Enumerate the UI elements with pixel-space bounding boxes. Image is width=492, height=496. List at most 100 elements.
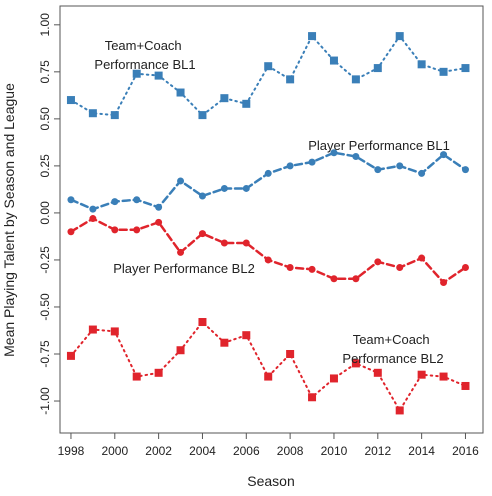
data-point <box>198 111 207 120</box>
series-3 <box>67 215 469 287</box>
data-point <box>396 162 404 170</box>
data-point <box>242 99 251 108</box>
label-team-coach-bl1-line2: Performance BL1 <box>94 57 195 72</box>
x-tick-label: 2002 <box>145 444 172 458</box>
y-axis-title: Mean Playing Talent by Season and League <box>1 83 17 357</box>
data-point <box>440 151 448 159</box>
data-point <box>132 69 141 78</box>
x-tick-label: 2016 <box>452 444 479 458</box>
data-point <box>242 239 250 247</box>
data-point <box>132 372 141 381</box>
y-tick-label: -0.75 <box>38 340 52 368</box>
y-axis: 1.00 0.75 0.50 0.25 0.00 -0.25 -0.50 -0.75 -1.00 <box>38 13 60 415</box>
y-tick-label: 0.25 <box>38 154 52 178</box>
y-tick-label: 0.75 <box>38 60 52 84</box>
data-point <box>198 230 206 238</box>
data-point <box>89 205 97 213</box>
data-point <box>461 263 469 271</box>
data-point <box>417 60 426 69</box>
series-1 <box>66 32 470 120</box>
data-point <box>461 381 470 390</box>
data-point <box>111 226 119 234</box>
x-tick-label: 2004 <box>189 444 216 458</box>
series-4 <box>66 318 470 415</box>
data-point <box>264 62 273 71</box>
label-team-coach-bl1: Team+Coach Performance BL1 <box>94 38 195 72</box>
data-point <box>198 192 206 200</box>
data-point <box>396 263 404 271</box>
data-point <box>374 166 382 174</box>
data-point <box>329 374 338 383</box>
data-point <box>66 351 75 360</box>
data-point <box>88 325 97 334</box>
x-axis-title: Season <box>247 473 294 489</box>
y-tick-label: 0.50 <box>38 107 52 131</box>
data-point <box>351 75 360 84</box>
data-point <box>417 370 426 379</box>
data-point <box>439 372 448 381</box>
data-point <box>418 169 426 177</box>
data-point <box>176 346 185 355</box>
data-point <box>220 239 228 247</box>
data-point <box>439 67 448 76</box>
label-team-coach-bl2-line1: Team+Coach <box>353 332 430 347</box>
label-player-bl2: Player Performance BL2 <box>113 261 255 276</box>
y-tick-label: 1.00 <box>38 13 52 37</box>
data-point <box>133 226 141 234</box>
data-point <box>154 368 163 377</box>
data-point <box>352 152 360 160</box>
data-point <box>220 184 228 192</box>
data-point <box>264 256 272 264</box>
data-point <box>111 198 119 206</box>
data-point <box>177 248 185 256</box>
data-point <box>67 228 75 236</box>
x-tick-label: 1998 <box>58 444 85 458</box>
series-layer <box>66 32 470 415</box>
data-point <box>373 368 382 377</box>
data-point <box>155 203 163 211</box>
x-tick-label: 2000 <box>101 444 128 458</box>
data-point <box>133 196 141 204</box>
x-tick-label: 2014 <box>408 444 435 458</box>
data-point <box>286 162 294 170</box>
y-tick-label: 0.00 <box>38 201 52 225</box>
data-point <box>308 393 317 402</box>
x-tick-label: 2006 <box>233 444 260 458</box>
data-point <box>308 158 316 166</box>
data-point <box>352 275 360 283</box>
data-point <box>66 96 75 105</box>
y-tick-label: -1.00 <box>38 387 52 415</box>
data-point <box>242 331 251 340</box>
data-point <box>88 109 97 118</box>
data-point <box>308 32 317 41</box>
data-point <box>176 88 185 97</box>
x-axis: 1998 2000 2002 2004 2006 2008 2010 2012 2014 2016 <box>58 433 479 458</box>
data-point <box>220 338 229 347</box>
data-point <box>351 359 360 368</box>
data-point <box>286 263 294 271</box>
data-point <box>373 64 382 73</box>
data-point <box>330 149 338 157</box>
data-point <box>395 32 404 41</box>
data-point <box>155 218 163 226</box>
plot-area-frame <box>59 5 484 434</box>
data-point <box>220 94 229 103</box>
data-point <box>461 166 469 174</box>
data-point <box>440 279 448 287</box>
label-team-coach-bl2: Team+Coach Performance BL2 <box>342 332 443 366</box>
data-point <box>330 275 338 283</box>
series-line <box>69 151 467 211</box>
data-point <box>264 372 273 381</box>
data-point <box>242 184 250 192</box>
label-player-bl1: Player Performance BL1 <box>308 138 450 153</box>
series-2 <box>67 149 469 213</box>
data-point <box>286 349 295 358</box>
x-tick-label: 2012 <box>364 444 391 458</box>
data-point <box>177 177 185 185</box>
data-point <box>374 258 382 266</box>
data-point <box>308 265 316 273</box>
data-point <box>461 64 470 73</box>
y-tick-label: -0.25 <box>38 246 52 274</box>
data-point <box>67 196 75 204</box>
